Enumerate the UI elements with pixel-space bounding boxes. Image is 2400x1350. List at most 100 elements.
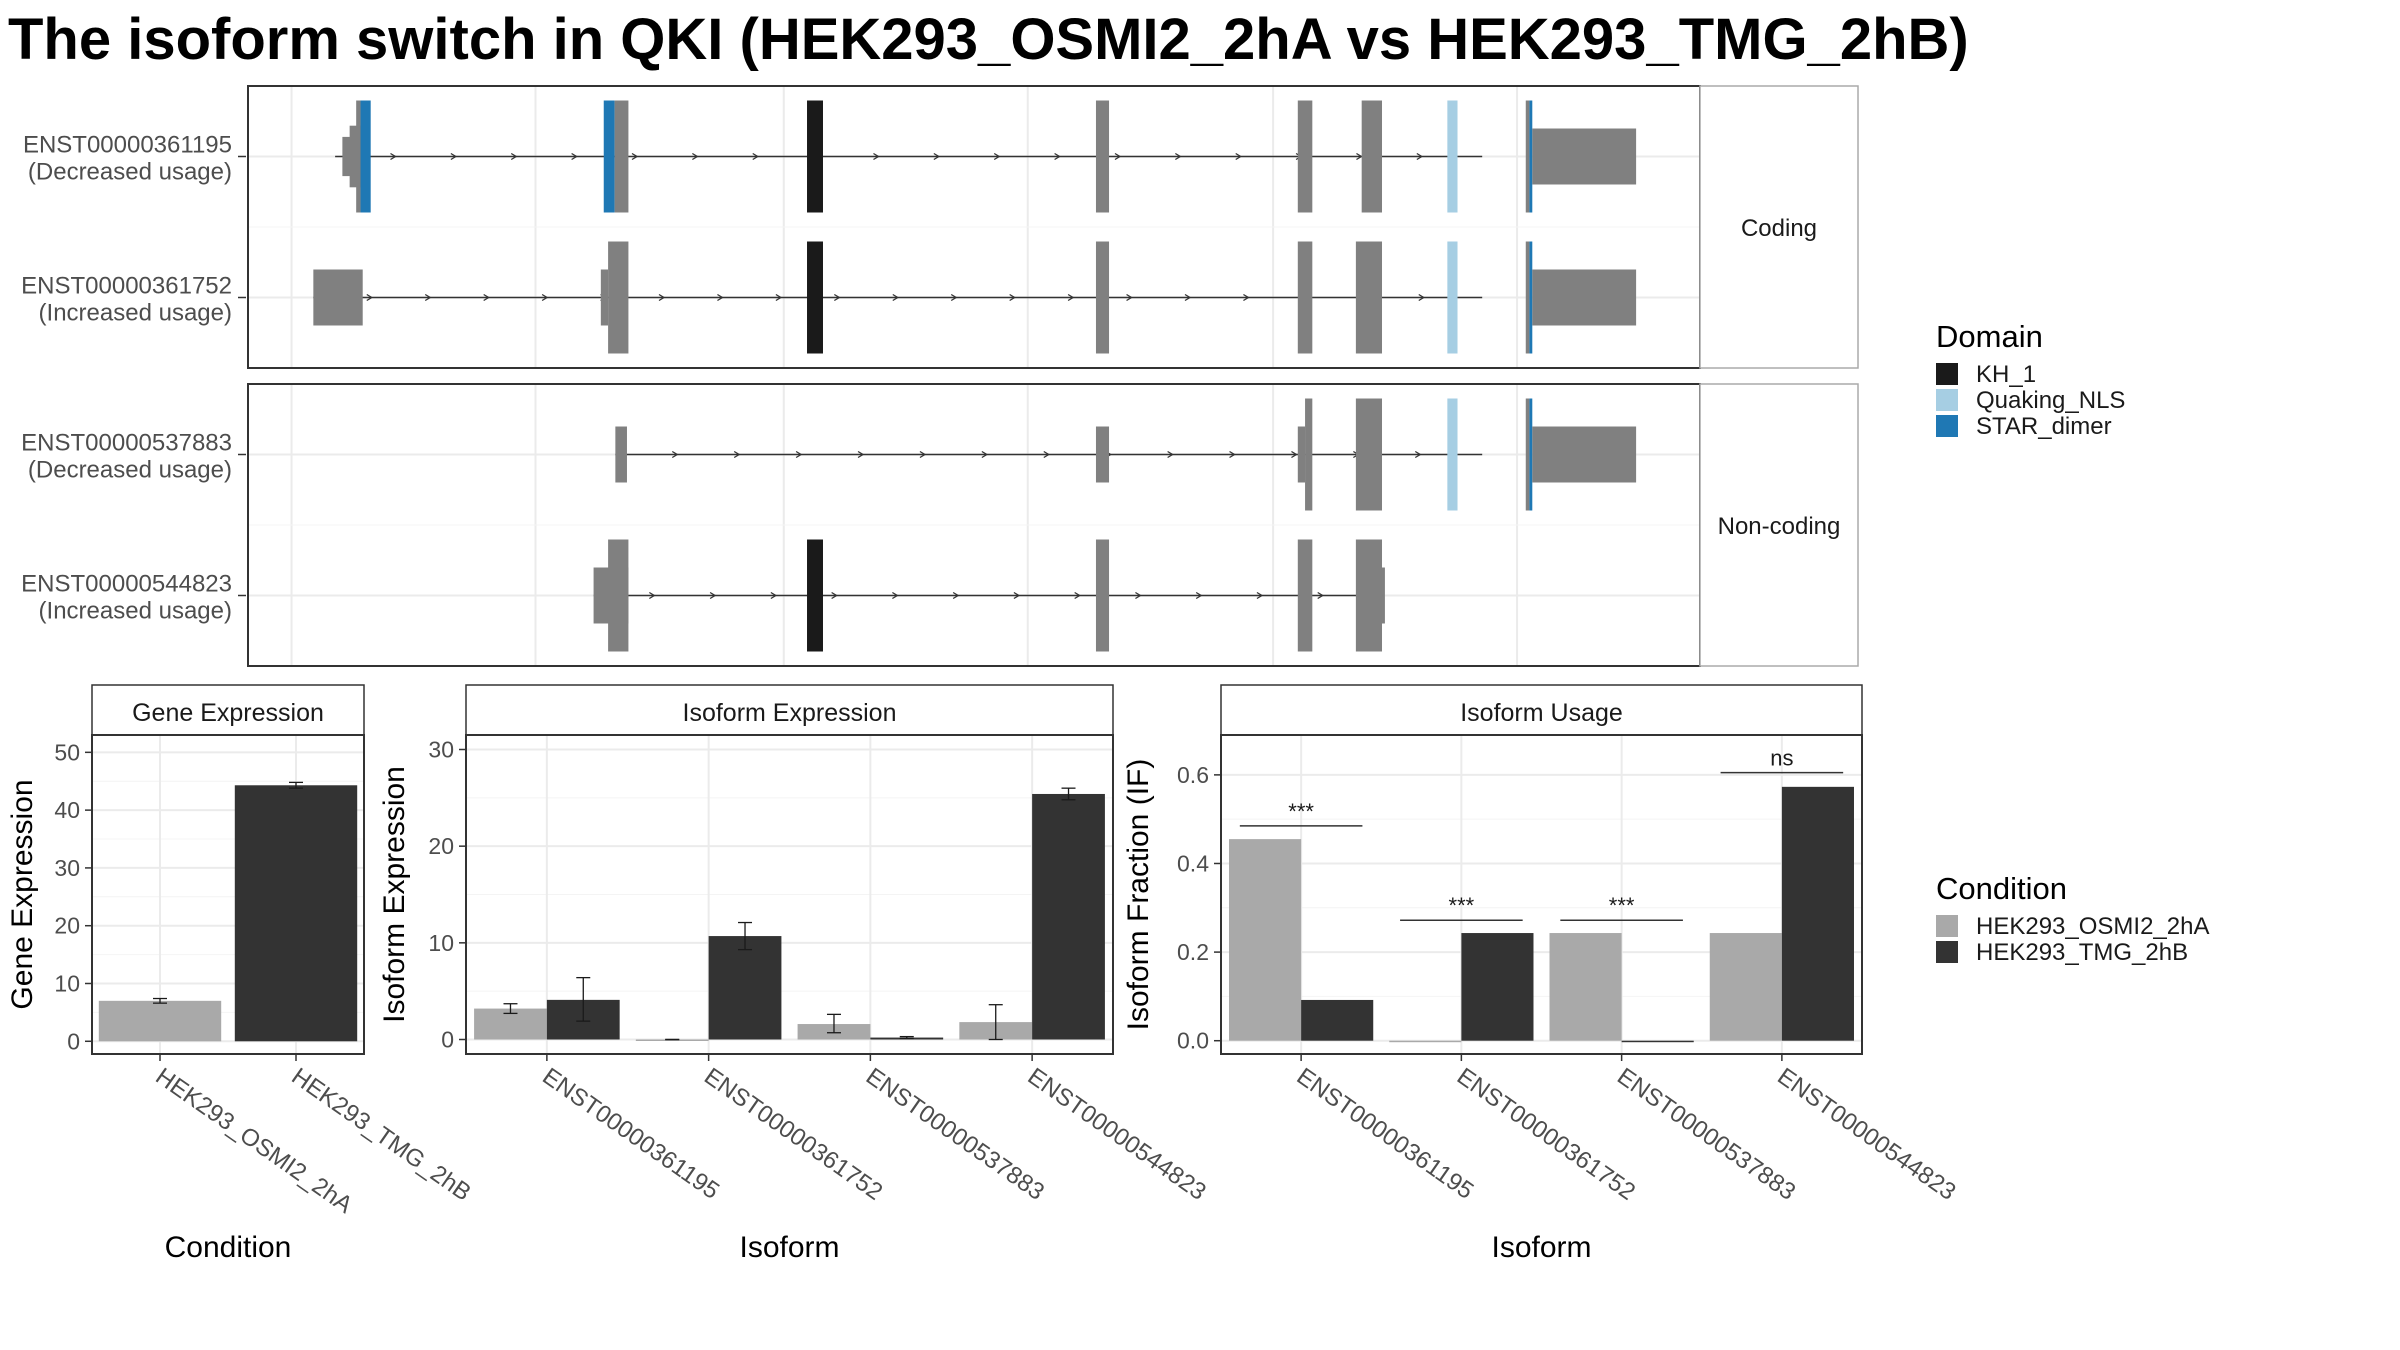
bar [1389,1040,1462,1043]
y-tick-label: 10 [428,930,454,956]
exon-block [608,241,629,354]
intron-direction-arrow [450,152,458,161]
intron-direction-arrow [857,450,865,459]
x-tick-label: ENST00000361752 [699,1063,887,1206]
facet-strip-label: Coding [1741,215,1817,242]
domain-legend-label: Quaking_NLS [1976,387,2125,414]
exon-block [1532,269,1637,326]
intron-direction-arrow [831,591,838,600]
y-tick-label: 30 [428,737,454,763]
bar [708,936,782,1040]
intron-direction-arrow [1418,293,1426,302]
intron-direction-arrow [1356,152,1363,161]
domain-legend-label: STAR_dimer [1976,413,2112,440]
bar [1461,933,1534,1041]
domain-block-kh-1 [807,100,823,213]
exon-block [1361,100,1383,213]
transcript-id-label: ENST00000544823 [21,571,232,598]
exon-block [1355,241,1383,354]
intron-direction-arrow [1126,293,1133,302]
panel-strip-label: Isoform Usage [1460,699,1623,727]
transcript-usage-label: (Decreased usage) [28,457,232,484]
intron-direction-arrow [733,450,741,459]
intron-direction-arrow [952,591,960,600]
panel-frame [1220,734,1863,1055]
y-axis-title: Isoform Fraction (IF) [1122,759,1155,1031]
intron-direction-arrow [1074,591,1081,600]
intron-direction-arrow [1317,591,1324,600]
x-axis-title: Isoform [739,1231,839,1264]
exon-block [1355,398,1383,511]
exon-block [1525,100,1530,213]
transcript-id-label: ENST00000361752 [21,273,232,300]
intron-direction-arrow [571,152,578,161]
domain-block-quaking-nls [1447,241,1458,354]
intron-direction-arrow [1235,152,1242,161]
intron-direction-arrow [717,293,724,302]
exon-block [1525,398,1530,511]
intron-direction-arrow [873,152,880,161]
intron-direction-arrow [649,591,656,600]
intron-direction-arrow [541,293,549,302]
domain-block-quaking-nls [1447,100,1458,213]
y-tick-label: 0.0 [1177,1028,1209,1054]
domain-block-star-dimer [1529,241,1533,354]
intron-direction-arrow [631,152,639,161]
intron-direction-arrow [671,450,679,459]
x-tick-label: ENST00000544823 [1023,1063,1211,1206]
intron-direction-arrow [1175,152,1182,161]
y-tick-label: 0.6 [1177,762,1209,788]
domain-block-kh-1 [807,539,823,652]
y-tick-label: 0.2 [1177,939,1209,965]
condition-legend-label: HEK293_TMG_2hB [1976,939,2188,966]
x-axis-title: Isoform [1491,1231,1591,1264]
y-tick-label: 0.4 [1177,850,1209,876]
exon-block [1382,567,1385,624]
intron-direction-arrow [950,293,958,302]
significance-label: *** [1449,893,1475,918]
intron-direction-arrow [993,152,1001,161]
intron-direction-arrow [1195,591,1203,600]
y-tick-label: 20 [428,833,454,859]
exon-block [600,269,609,326]
facet-strip [1699,383,1859,667]
intron-direction-arrow [1414,450,1422,459]
intron-direction-arrow [1135,591,1142,600]
domain-block-star-dimer [1529,398,1533,511]
bar [1781,786,1854,1041]
x-tick-label: ENST00000361195 [537,1063,724,1205]
x-tick-label: ENST00000544823 [1772,1063,1960,1206]
y-tick-label: 50 [54,739,80,765]
intron-direction-arrow [424,293,432,302]
intron-direction-arrow [1416,152,1424,161]
exon-block [1297,100,1313,213]
y-tick-label: 20 [54,913,80,939]
transcript-usage-label: (Increased usage) [39,300,232,327]
exon-block [313,269,363,326]
y-tick-label: 10 [54,970,80,996]
intron-direction-arrow [510,152,518,161]
exon-block [356,100,361,213]
domain-legend-key [1936,415,1958,437]
condition-legend-title: Condition [1936,871,2067,906]
exon-block [1095,241,1110,354]
domain-block-quaking-nls [1447,398,1458,511]
intron-direction-arrow [1167,450,1174,459]
intron-direction-arrow [1291,450,1298,459]
intron-direction-arrow [1009,293,1016,302]
panel-strip [1220,684,1863,736]
domain-block-star-dimer [1529,100,1533,213]
bar [635,1039,709,1041]
exon-block [1095,539,1110,652]
intron-direction-arrow [483,293,490,302]
facet-strip-label: Non-coding [1718,513,1841,540]
intron-direction-arrow [1243,293,1250,302]
intron-direction-arrow [770,591,778,600]
domain-block-star-dimer [603,100,615,213]
intron-direction-arrow [833,293,841,302]
domain-block-kh-1 [807,241,823,354]
intron-direction-arrow [709,591,717,600]
intron-direction-arrow [795,450,803,459]
chart-title: The isoform switch in QKI (HEK293_OSMI2_… [8,7,1969,72]
transcript-id-label: ENST00000537883 [21,430,232,457]
